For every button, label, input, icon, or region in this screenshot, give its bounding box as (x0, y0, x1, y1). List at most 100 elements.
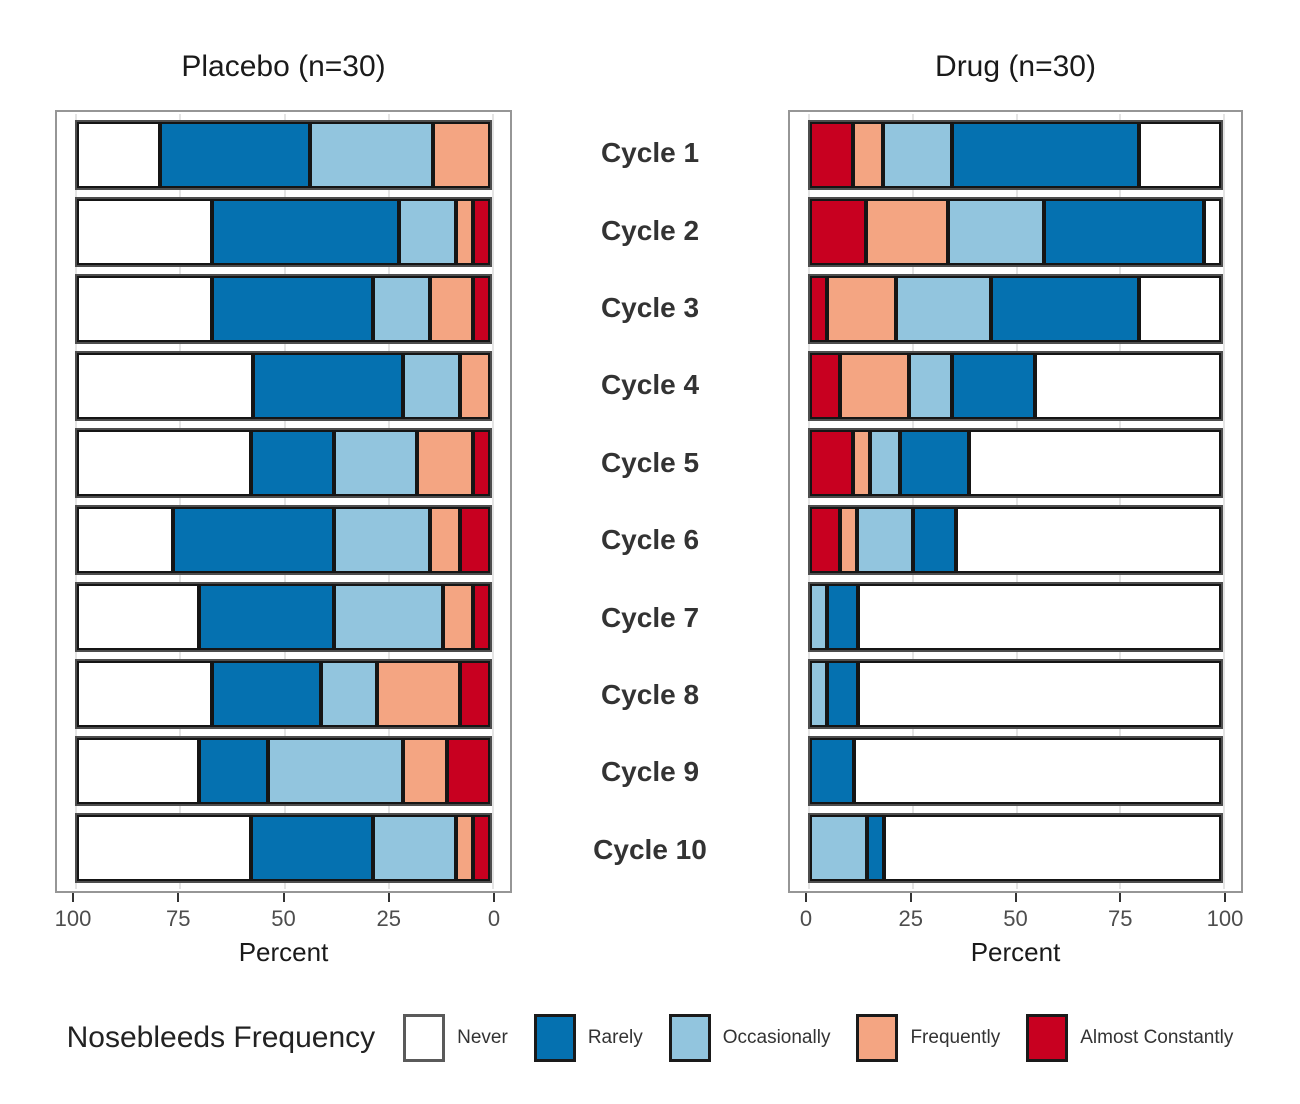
axis-tick (909, 893, 912, 902)
segment-rarely (827, 584, 858, 650)
axis-tick (282, 893, 285, 902)
segment-frequently (377, 661, 460, 727)
cycle-label-cycle-2: Cycle 2 (600, 214, 700, 246)
segment-never (76, 199, 212, 265)
bar-cycle-2 (75, 197, 492, 267)
segment-occasionally (810, 661, 828, 727)
axis-tick-label: 0 (799, 906, 813, 931)
segment-rarely (212, 276, 374, 342)
segment-rarely (827, 661, 858, 727)
segment-occasionally (909, 353, 953, 419)
cycle-label-cycle-3: Cycle 3 (600, 292, 700, 324)
axis-tick-label: 25 (376, 906, 401, 931)
legend-item-never: Never (403, 1014, 508, 1062)
axis-tick-label: 50 (271, 906, 296, 931)
bar-cycle-9 (808, 736, 1223, 806)
segment-frequently (403, 738, 447, 804)
gridline (808, 114, 810, 889)
segment-frequently (429, 276, 473, 342)
bar-cycle-9 (75, 736, 492, 806)
cycle-label-cycle-10: Cycle 10 (593, 833, 707, 865)
segment-rarely (251, 815, 374, 881)
segment-rarely (253, 353, 403, 419)
segment-occasionally (948, 199, 1044, 265)
segment-never (76, 507, 173, 573)
legend-item-rarely: Rarely (533, 1014, 643, 1062)
gridline (179, 114, 182, 889)
bar-cycle-3 (808, 274, 1223, 344)
drug-x-axis: Percent 0 25 50 75 100 (788, 893, 1243, 971)
bar-cycle-7 (75, 582, 492, 652)
axis-tick (805, 893, 807, 902)
axis-tick-label: 100 (1206, 906, 1244, 931)
bar-cycle-1 (75, 120, 492, 190)
segment-occasionally (857, 507, 914, 573)
gridline (75, 114, 77, 889)
segment-frequently (840, 507, 858, 573)
segment-rarely (211, 199, 400, 265)
segment-almost-constantly (810, 276, 828, 342)
legend-item-frequently: Frequently (856, 1014, 1000, 1062)
x-axis-title: Percent (970, 937, 1061, 967)
segment-frequently (853, 122, 884, 188)
segment-never (969, 430, 1221, 496)
bar-cycle-8 (808, 659, 1223, 729)
axis-tick (72, 893, 74, 902)
segment-frequently (853, 430, 871, 496)
cycle-label-cycle-5: Cycle 5 (600, 446, 700, 478)
axis-tick-label: 75 (166, 906, 191, 931)
gridline (1223, 114, 1225, 889)
segment-never (77, 353, 254, 419)
segment-almost-constantly (472, 815, 490, 881)
bar-cycle-7 (808, 582, 1223, 652)
segment-frequently (442, 584, 473, 650)
placebo-plot-area (55, 110, 512, 893)
segment-frequently (455, 815, 473, 881)
segment-never (77, 276, 212, 342)
segment-frequently (840, 353, 910, 419)
bar-cycle-6 (808, 505, 1223, 575)
cycle-label-cycle-8: Cycle 8 (600, 679, 700, 711)
segment-frequently (416, 430, 473, 496)
segment-never (77, 815, 252, 881)
segment-never (1138, 122, 1221, 188)
bar-cycle-2 (808, 197, 1223, 267)
gridline (387, 114, 390, 889)
axis-tick-label: 50 (1003, 906, 1028, 931)
bar-cycle-10 (75, 813, 492, 883)
legend-title: Nosebleeds Frequency (66, 1021, 376, 1054)
legend-item-almost-constantly: Almost Constantly (1026, 1014, 1233, 1062)
panel-title-placebo: Placebo (n=30) (181, 50, 386, 83)
segment-never (1138, 276, 1221, 342)
segment-rarely (198, 738, 269, 804)
segment-rarely (211, 661, 321, 727)
bar-cycle-10 (808, 813, 1223, 883)
cycle-label-cycle-1: Cycle 1 (600, 137, 700, 169)
segment-occasionally (896, 276, 992, 342)
placebo-bars (75, 120, 492, 883)
segment-never (857, 584, 1221, 650)
placebo-x-axis: Percent 100 75 50 25 0 (55, 893, 512, 971)
segment-frequently (429, 507, 460, 573)
bar-cycle-4 (808, 351, 1223, 421)
segment-rarely (991, 276, 1139, 342)
placebo-panel: Percent 100 75 50 25 0 (55, 110, 512, 971)
segment-almost-constantly (810, 507, 841, 573)
drug-panel: Percent 0 25 50 75 100 (788, 110, 1243, 971)
legend-swatch-frequently (856, 1014, 899, 1062)
axis-tick-label: 0 (487, 906, 501, 931)
legend-swatch-occasionally (668, 1014, 711, 1062)
bar-cycle-5 (808, 428, 1223, 498)
segment-frequently (866, 199, 949, 265)
drug-plot-area (788, 110, 1243, 893)
segment-almost-constantly (472, 199, 490, 265)
segment-occasionally (333, 430, 417, 496)
panel-title-drug: Drug (n=30) (935, 50, 1096, 83)
legend-items: Never Rarely Occasionally Frequently Almost … (403, 1014, 1233, 1062)
segment-never (956, 507, 1221, 573)
segment-occasionally (309, 122, 434, 188)
segment-never (77, 738, 199, 804)
legend-swatch-never (403, 1014, 446, 1062)
segment-frequently (827, 276, 897, 342)
bar-cycle-5 (75, 428, 492, 498)
